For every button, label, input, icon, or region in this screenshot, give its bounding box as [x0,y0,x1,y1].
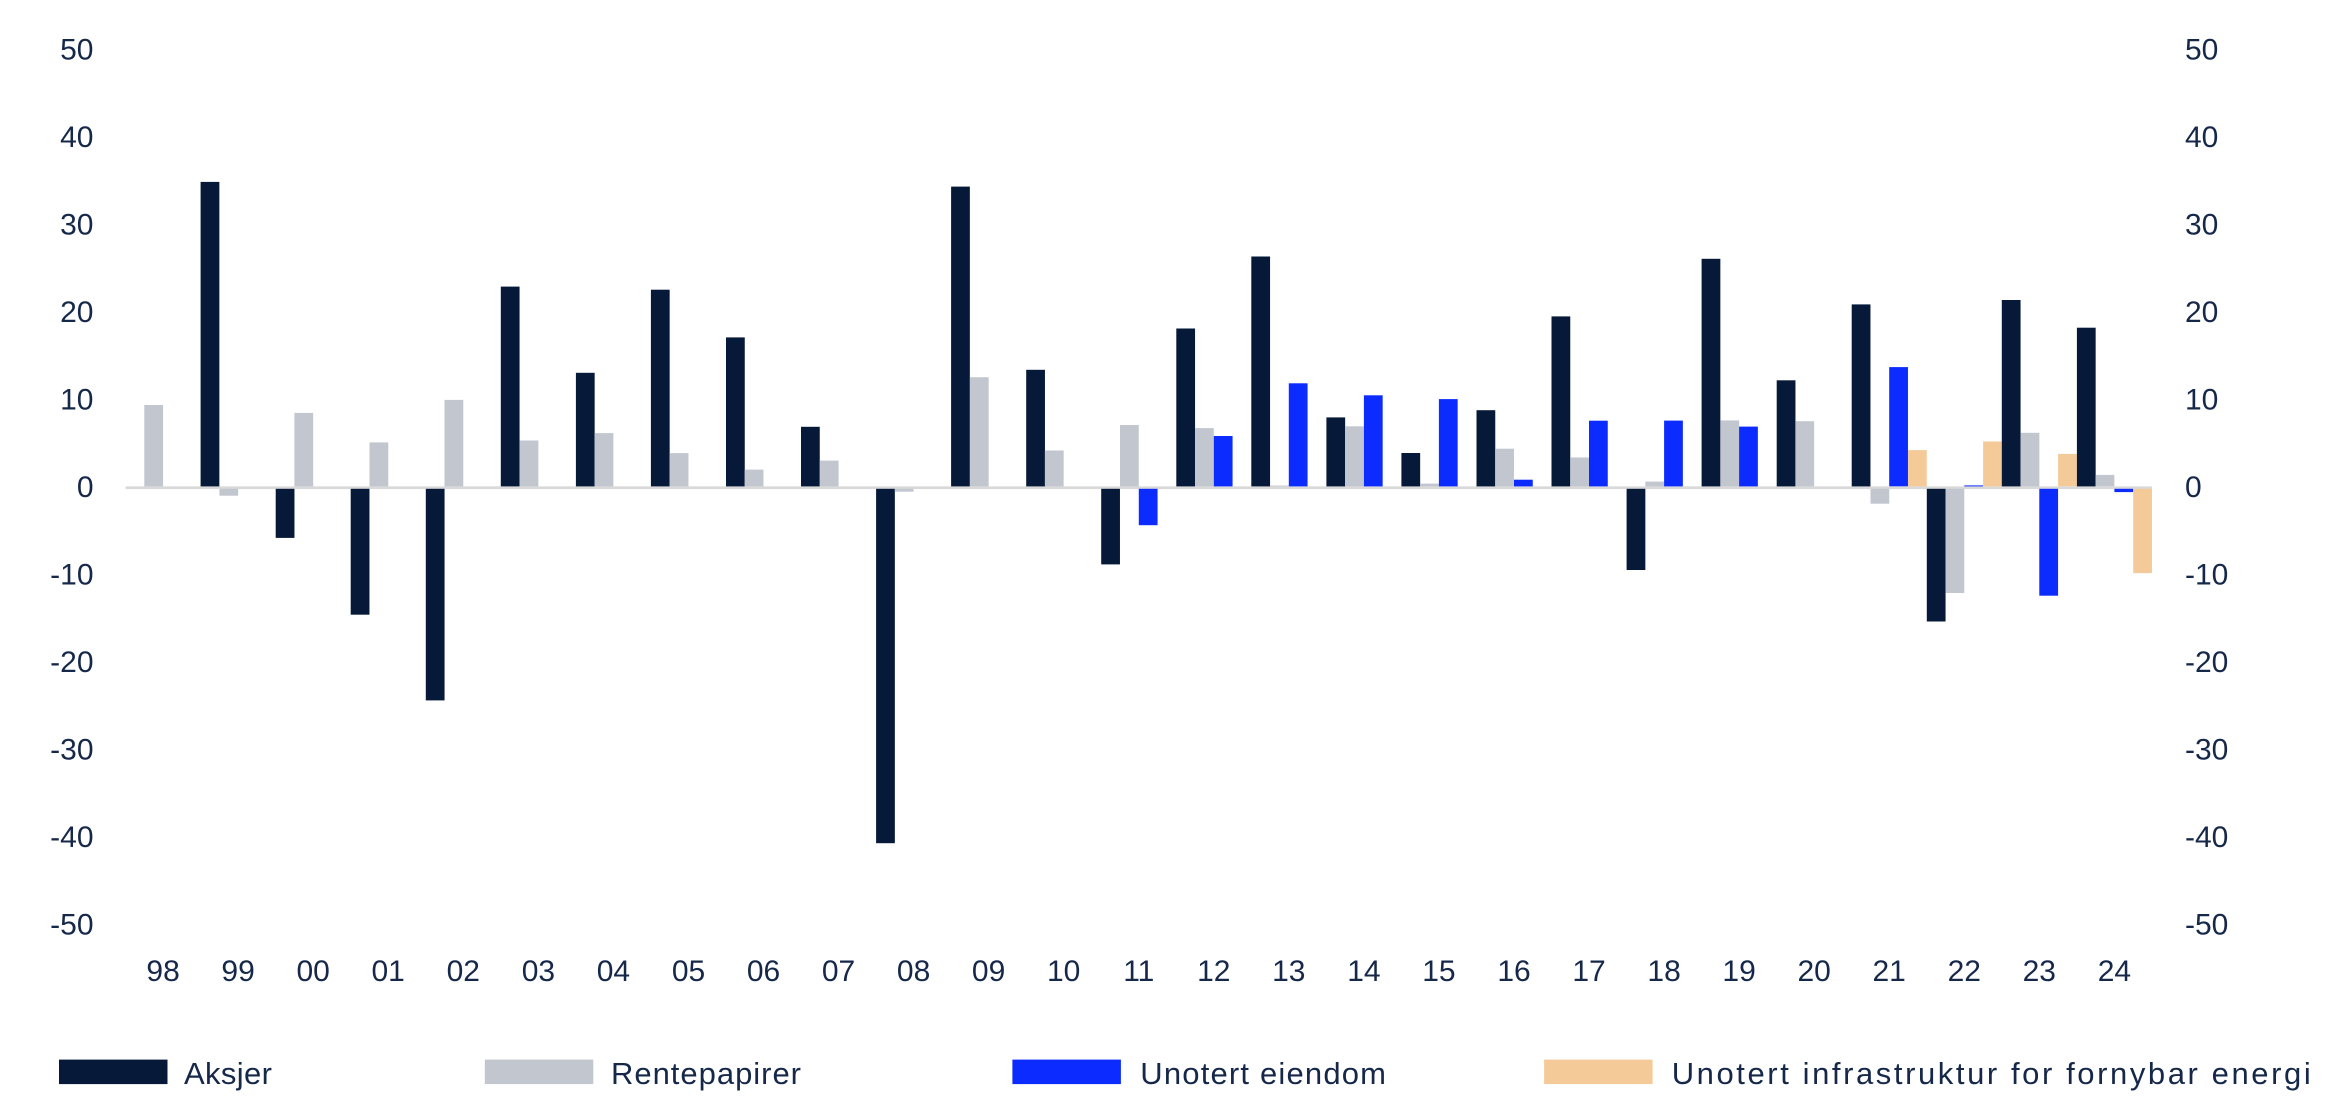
svg-text:0: 0 [2185,471,2202,504]
svg-text:17: 17 [1572,955,1605,988]
svg-text:Aksjer: Aksjer [184,1056,272,1091]
svg-text:Unotert eiendom: Unotert eiendom [1140,1056,1387,1091]
svg-text:20: 20 [60,296,93,329]
svg-text:20: 20 [2185,296,2218,329]
svg-text:04: 04 [597,955,630,988]
svg-text:-50: -50 [50,908,93,941]
svg-text:0: 0 [77,471,94,504]
svg-text:21: 21 [1873,955,1906,988]
svg-text:23: 23 [2023,955,2056,988]
svg-text:-50: -50 [2185,908,2228,941]
svg-text:01: 01 [372,955,405,988]
svg-text:-20: -20 [2185,646,2228,679]
svg-text:40: 40 [2185,121,2218,154]
svg-text:99: 99 [221,955,254,988]
svg-text:03: 03 [522,955,555,988]
svg-text:00: 00 [297,955,330,988]
svg-text:24: 24 [2098,955,2131,988]
svg-text:-10: -10 [2185,558,2228,591]
svg-text:40: 40 [60,121,93,154]
svg-text:16: 16 [1497,955,1530,988]
svg-text:15: 15 [1422,955,1455,988]
svg-text:-10: -10 [50,558,93,591]
svg-text:-40: -40 [2185,821,2228,854]
svg-text:14: 14 [1347,955,1380,988]
svg-text:Unotert infrastruktur for forn: Unotert infrastruktur for fornybar energ… [1672,1056,2314,1091]
svg-text:11: 11 [1123,955,1154,988]
svg-text:30: 30 [2185,208,2218,241]
svg-text:05: 05 [672,955,705,988]
svg-text:Rentepapirer: Rentepapirer [611,1056,802,1091]
svg-text:-30: -30 [50,733,93,766]
svg-text:50: 50 [2185,33,2218,66]
svg-text:09: 09 [972,955,1005,988]
svg-text:50: 50 [60,33,93,66]
svg-text:22: 22 [1948,955,1981,988]
svg-text:12: 12 [1197,955,1230,988]
svg-text:10: 10 [1047,955,1080,988]
svg-text:10: 10 [60,383,93,416]
svg-text:08: 08 [897,955,930,988]
svg-text:98: 98 [146,955,179,988]
svg-text:30: 30 [60,208,93,241]
svg-text:-40: -40 [50,821,93,854]
svg-text:-30: -30 [2185,733,2228,766]
svg-text:10: 10 [2185,383,2218,416]
svg-text:20: 20 [1798,955,1831,988]
svg-text:19: 19 [1722,955,1755,988]
svg-text:07: 07 [822,955,855,988]
svg-text:06: 06 [747,955,780,988]
svg-text:18: 18 [1647,955,1680,988]
svg-text:02: 02 [447,955,480,988]
svg-text:-20: -20 [50,646,93,679]
svg-text:13: 13 [1272,955,1305,988]
